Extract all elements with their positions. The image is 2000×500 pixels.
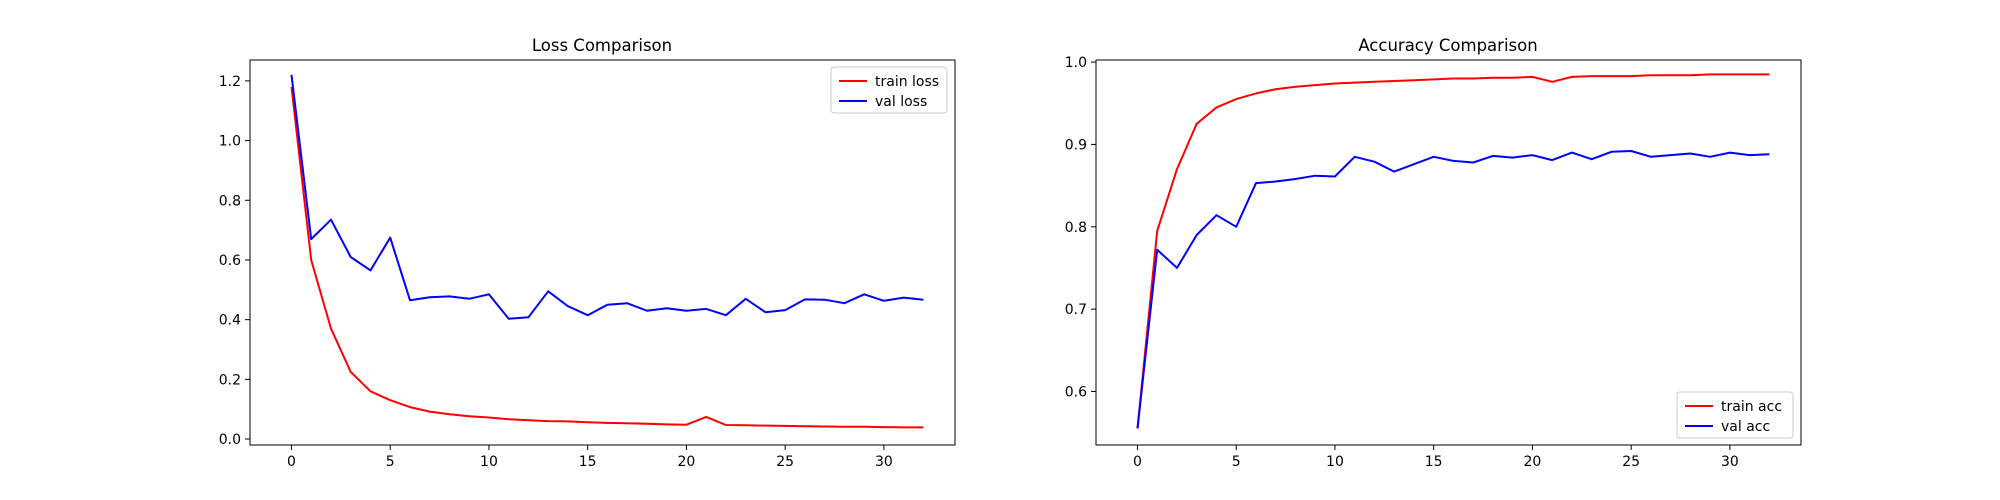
x-tick-label: 5 [1232,454,1241,470]
series-line-val-loss [290,74,924,320]
x-tick-label: 30 [1721,454,1739,470]
y-tick-label: 0.9 [1065,137,1087,153]
y-tick-label: 0.0 [219,432,241,448]
y-tick-label: 1.0 [219,134,241,150]
series-line-val-acc [1136,150,1770,429]
x-tick-label: 20 [1524,454,1542,470]
y-tick-label: 0.8 [219,193,241,209]
loss-chart: Loss Comparison 0 5 10 15 20 25 30 0.0 0.2 0.4 0.6… [219,36,956,470]
x-tick-label: 0 [1133,454,1142,470]
y-tick-label: 1.2 [219,74,241,90]
x-tick-label: 10 [1326,454,1344,470]
legend-label: train acc [1721,399,1782,415]
x-tick-label: 10 [480,454,498,470]
series-lines [1136,73,1770,429]
legend-label: val loss [875,94,927,110]
chart-title: Loss Comparison [532,36,672,55]
legend: train loss val loss [830,66,948,114]
y-tick-label: 0.7 [1065,302,1087,318]
legend-label: train loss [875,74,939,90]
series-lines [290,74,924,429]
x-tick-label: 15 [1425,454,1443,470]
x-tick-label: 25 [1622,454,1640,470]
chart-title: Accuracy Comparison [1358,36,1537,55]
series-line-train-acc [1136,73,1770,429]
x-tick-label: 30 [875,454,893,470]
axes-frame [1095,59,1802,446]
axis-ticks: 0 5 10 15 20 25 30 0.0 0.2 0.4 0.6 0.8 1.0 1.2 [219,74,893,470]
y-tick-label: 1.0 [1065,55,1087,71]
y-tick-label: 0.6 [219,253,241,269]
y-tick-label: 0.4 [219,313,241,329]
y-tick-label: 0.8 [1065,220,1087,236]
x-tick-label: 25 [776,454,794,470]
legend-label: val acc [1721,419,1770,435]
y-tick-label: 0.6 [1065,384,1087,400]
x-tick-label: 5 [386,454,395,470]
accuracy-chart: Accuracy Comparison 0 5 10 15 20 25 30 0.6 0.7 0.… [1065,36,1802,470]
series-line-train-loss [290,86,924,429]
x-tick-label: 20 [678,454,696,470]
legend: train acc val acc [1676,391,1794,439]
y-tick-label: 0.2 [219,372,241,388]
x-tick-label: 15 [579,454,597,470]
axes-frame [249,59,956,446]
x-tick-label: 0 [287,454,296,470]
axis-ticks: 0 5 10 15 20 25 30 0.6 0.7 0.8 0.9 1.0 [1065,55,1739,470]
